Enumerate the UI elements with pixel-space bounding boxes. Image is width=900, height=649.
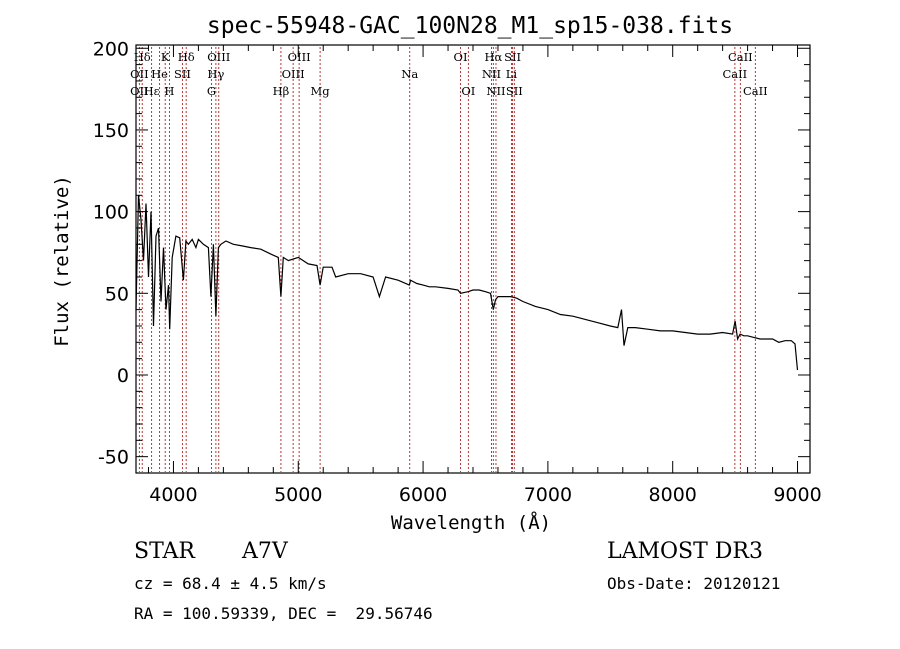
y-tick-label: 150 — [93, 120, 129, 142]
line-marker-label: G — [207, 84, 216, 98]
plot-frame — [135, 44, 811, 474]
x-axis-ticks: 4000 5000 6000 7000 8000 9000 — [147, 45, 822, 506]
x-tick-label: 8000 — [649, 484, 697, 506]
flux-series-line — [135, 195, 799, 371]
observation-date: Obs-Date: 20120121 — [607, 574, 780, 593]
line-marker-label: Hε — [144, 84, 160, 98]
line-marker-label: Hβ — [273, 84, 290, 98]
redshift-cz: cz = 68.4 ± 4.5 km/s — [134, 574, 327, 593]
line-marker-label: OII — [130, 84, 149, 98]
coordinates: RA = 100.59339, DEC = 29.56746 — [134, 604, 433, 623]
line-marker-label: Hδ — [134, 50, 151, 64]
line-marker-label: Li — [506, 67, 518, 81]
y-axis-label: Flux (relative) — [51, 175, 73, 347]
line-marker-label: Na — [401, 67, 418, 81]
x-tick-label: 7000 — [524, 484, 572, 506]
y-tick-label: 0 — [117, 365, 129, 387]
spectral-line-markers — [138, 47, 756, 472]
line-marker-label: H — [164, 84, 174, 98]
line-marker-label: Mg — [311, 84, 331, 98]
line-marker-label: SII — [174, 67, 191, 81]
line-marker-label: CaII — [743, 84, 768, 98]
x-tick-label: 4000 — [149, 484, 197, 506]
line-marker-label: OIII — [282, 67, 305, 81]
line-marker-label: CaII — [722, 67, 747, 81]
line-marker-label: K — [161, 50, 170, 64]
line-marker-label: NII — [482, 67, 501, 81]
line-marker-label: SII — [504, 50, 521, 64]
y-tick-label: 200 — [93, 38, 129, 60]
line-marker-label: OII — [130, 67, 149, 81]
survey-name: LAMOST DR3 — [607, 539, 763, 564]
x-tick-label: 9000 — [773, 484, 821, 506]
line-marker-label: OI — [454, 50, 468, 64]
line-marker-label: Hα — [484, 50, 502, 64]
line-marker-label: OIII — [207, 50, 230, 64]
x-axis-label: Wavelength (Å) — [391, 511, 551, 534]
object-class: STAR — [134, 539, 196, 564]
line-marker-label: OIII — [288, 50, 311, 64]
x-tick-label: 5000 — [274, 484, 322, 506]
line-marker-label: NII — [486, 84, 505, 98]
object-subclass: A7V — [241, 539, 289, 564]
y-tick-label: -50 — [98, 447, 129, 469]
line-marker-label: He — [151, 67, 168, 81]
line-marker-label: OI — [461, 84, 475, 98]
y-tick-label: 50 — [105, 283, 129, 305]
y-tick-label: 100 — [93, 202, 129, 224]
x-tick-label: 6000 — [399, 484, 447, 506]
line-marker-label: Hγ — [207, 67, 224, 81]
y-axis-ticks: -50 0 50 100 150 200 — [93, 38, 810, 469]
chart-title: spec-55948-GAC_100N28_M1_sp15-038.fits — [207, 13, 733, 39]
line-marker-label: SII — [506, 84, 523, 98]
line-marker-label: CaII — [728, 50, 753, 64]
line-marker-label: Hδ — [178, 50, 195, 64]
